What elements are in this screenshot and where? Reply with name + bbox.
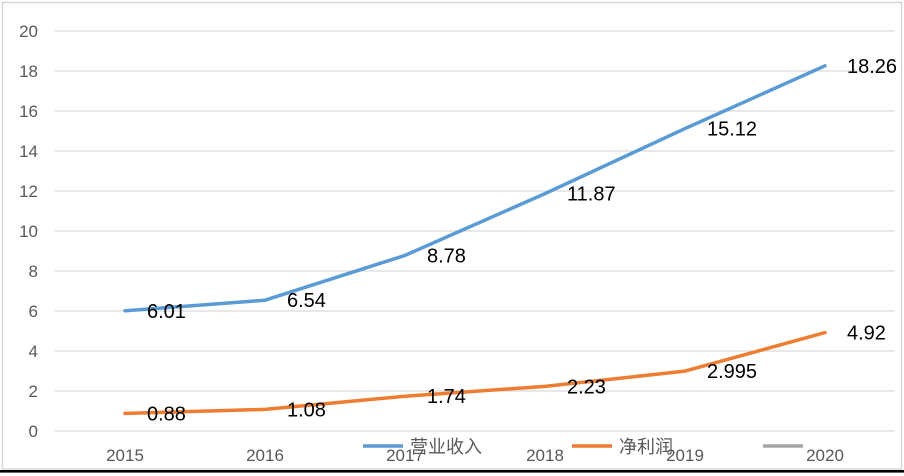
x-tick-label-2019: 2019 [666,446,704,465]
y-tick-label: 20 [19,22,38,41]
series-line-0[interactable] [123,64,827,313]
y-tick-label: 10 [19,222,38,241]
x-tick-label-2017: 2017 [386,446,424,465]
data-label-s0-2016: 6.54 [287,290,326,312]
x-tick-label-2016: 2016 [246,446,284,465]
data-label-s0-2015: 6.01 [147,301,186,323]
series-line-1[interactable] [123,330,827,416]
bottom-border-rule [0,470,904,473]
y-tick-label: 16 [19,102,38,121]
data-label-s1-2018: 2.23 [567,376,606,398]
data-label-s0-2020: 18.26 [847,56,897,78]
legend-label-1[interactable]: 净利润 [619,437,673,457]
x-tick-label-2020: 2020 [806,446,844,465]
y-tick-label: 2 [29,382,38,401]
y-tick-label: 6 [29,302,38,321]
data-label-s0-2019: 15.12 [707,119,757,141]
y-tick-label: 18 [19,62,38,81]
data-label-s1-2015: 0.88 [147,403,186,425]
x-tick-label-2015: 2015 [106,446,144,465]
data-label-s1-2016: 1.08 [287,399,326,421]
data-label-s1-2017: 1.74 [427,386,466,408]
y-tick-label: 0 [29,422,38,441]
data-label-s1-2019: 2.995 [707,361,757,383]
legend-label-0[interactable]: 营业收入 [410,437,482,457]
x-tick-label-2018: 2018 [526,446,564,465]
y-tick-label: 12 [19,182,38,201]
data-label-s0-2018: 11.87 [567,184,616,206]
y-tick-label: 14 [19,142,38,161]
y-tick-label: 4 [29,342,38,361]
data-label-s0-2017: 8.78 [427,245,466,267]
y-tick-label: 8 [29,262,38,281]
data-label-s1-2020: 4.92 [847,323,886,345]
